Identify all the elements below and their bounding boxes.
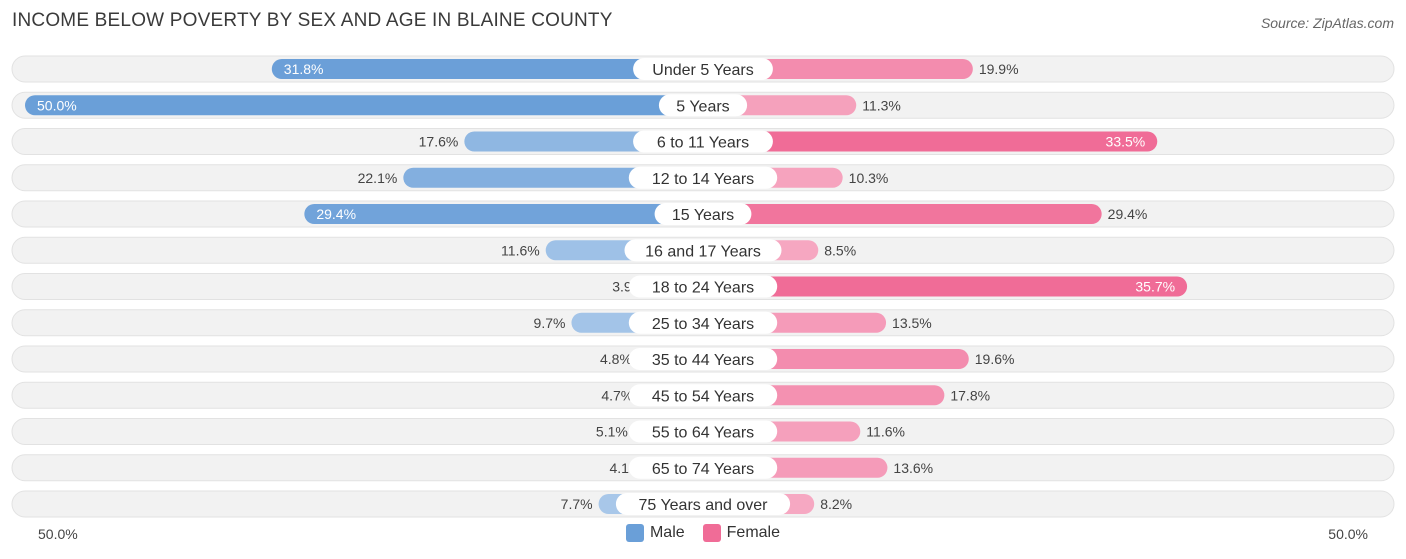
category-pill <box>654 203 752 225</box>
value-label-female: 19.9% <box>979 61 1019 77</box>
category-label: 16 and 17 Years <box>645 243 761 260</box>
category-pill <box>633 130 773 153</box>
category-label: Under 5 Years <box>652 62 753 79</box>
category-label: 65 to 74 Years <box>652 461 754 478</box>
bar-male <box>304 204 703 224</box>
value-label-female: 19.6% <box>975 351 1015 367</box>
value-label-male: 31.8% <box>284 61 324 77</box>
category-pill <box>615 493 791 515</box>
value-label-male: 17.6% <box>419 134 459 150</box>
value-label-male: 5.1% <box>596 424 628 440</box>
value-label-male: 7.7% <box>561 496 593 512</box>
category-pill <box>628 311 778 334</box>
axis-right-label: 50.0% <box>1328 526 1368 542</box>
value-label-female: 33.5% <box>1106 134 1146 150</box>
legend-swatch-male <box>625 524 644 542</box>
bar-male <box>25 95 703 116</box>
value-label-female: 13.6% <box>893 460 933 476</box>
value-label-male: 9.7% <box>534 315 566 331</box>
value-label-female: 17.8% <box>950 387 990 403</box>
value-label-female: 11.6% <box>866 424 905 440</box>
value-label-male: 50.0% <box>37 97 77 113</box>
category-pill <box>624 239 782 262</box>
legend: Male Female <box>0 524 1406 542</box>
bar-male <box>403 167 703 188</box>
value-label-male: 4.7% <box>601 387 633 403</box>
value-label-female: 10.3% <box>849 170 889 186</box>
value-label-male: 29.4% <box>316 206 356 222</box>
category-pill <box>633 58 773 80</box>
category-pill <box>628 275 778 298</box>
bar-female <box>703 204 1102 224</box>
value-label-male: 22.1% <box>358 170 398 186</box>
category-label: 12 to 14 Years <box>652 171 754 188</box>
value-label-male: 11.6% <box>501 242 540 258</box>
chart-title: INCOME BELOW POVERTY BY SEX AND AGE IN B… <box>12 10 613 31</box>
value-label-female: 35.7% <box>1135 279 1175 295</box>
category-label: 5 Years <box>676 98 729 115</box>
legend-item-female[interactable]: Female <box>702 524 781 542</box>
legend-item-male[interactable]: Male <box>625 524 685 542</box>
legend-label-male: Male <box>649 524 685 541</box>
category-label: 75 Years and over <box>639 497 769 514</box>
category-label: 55 to 64 Years <box>652 425 754 442</box>
legend-swatch-female <box>702 524 721 542</box>
category-label: 45 to 54 Years <box>652 388 754 405</box>
category-label: 15 Years <box>672 207 734 224</box>
bar-female <box>703 131 1158 152</box>
category-label: 35 to 44 Years <box>652 352 754 369</box>
value-label-female: 11.3% <box>862 97 901 113</box>
bar-male <box>271 59 703 79</box>
category-pill <box>628 166 778 189</box>
legend-label-female: Female <box>726 524 781 541</box>
category-label: 6 to 11 Years <box>657 135 749 152</box>
value-label-male: 4.8% <box>600 351 632 367</box>
category-pill <box>628 456 778 479</box>
category-pill <box>628 420 778 443</box>
chart-svg: 31.8% 19.9% Under 5 Years 50.0% 11.3% 5 Years… <box>11 55 1395 518</box>
value-label-female: 8.5% <box>824 242 856 258</box>
value-label-female: 29.4% <box>1108 206 1148 222</box>
category-pill <box>658 94 748 117</box>
category-label: 25 to 34 Years <box>652 316 754 333</box>
axis-left-label: 50.0% <box>38 526 78 542</box>
value-label-female: 8.2% <box>820 496 852 512</box>
category-pill <box>628 384 778 407</box>
category-label: 18 to 24 Years <box>652 280 754 297</box>
value-label-female: 13.5% <box>892 315 932 331</box>
category-pill <box>628 348 778 370</box>
source-credit: Source: ZipAtlas.com <box>1260 15 1394 31</box>
bar-female <box>703 276 1188 297</box>
